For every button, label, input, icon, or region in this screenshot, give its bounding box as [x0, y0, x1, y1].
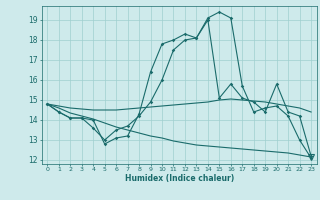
- X-axis label: Humidex (Indice chaleur): Humidex (Indice chaleur): [124, 174, 234, 183]
